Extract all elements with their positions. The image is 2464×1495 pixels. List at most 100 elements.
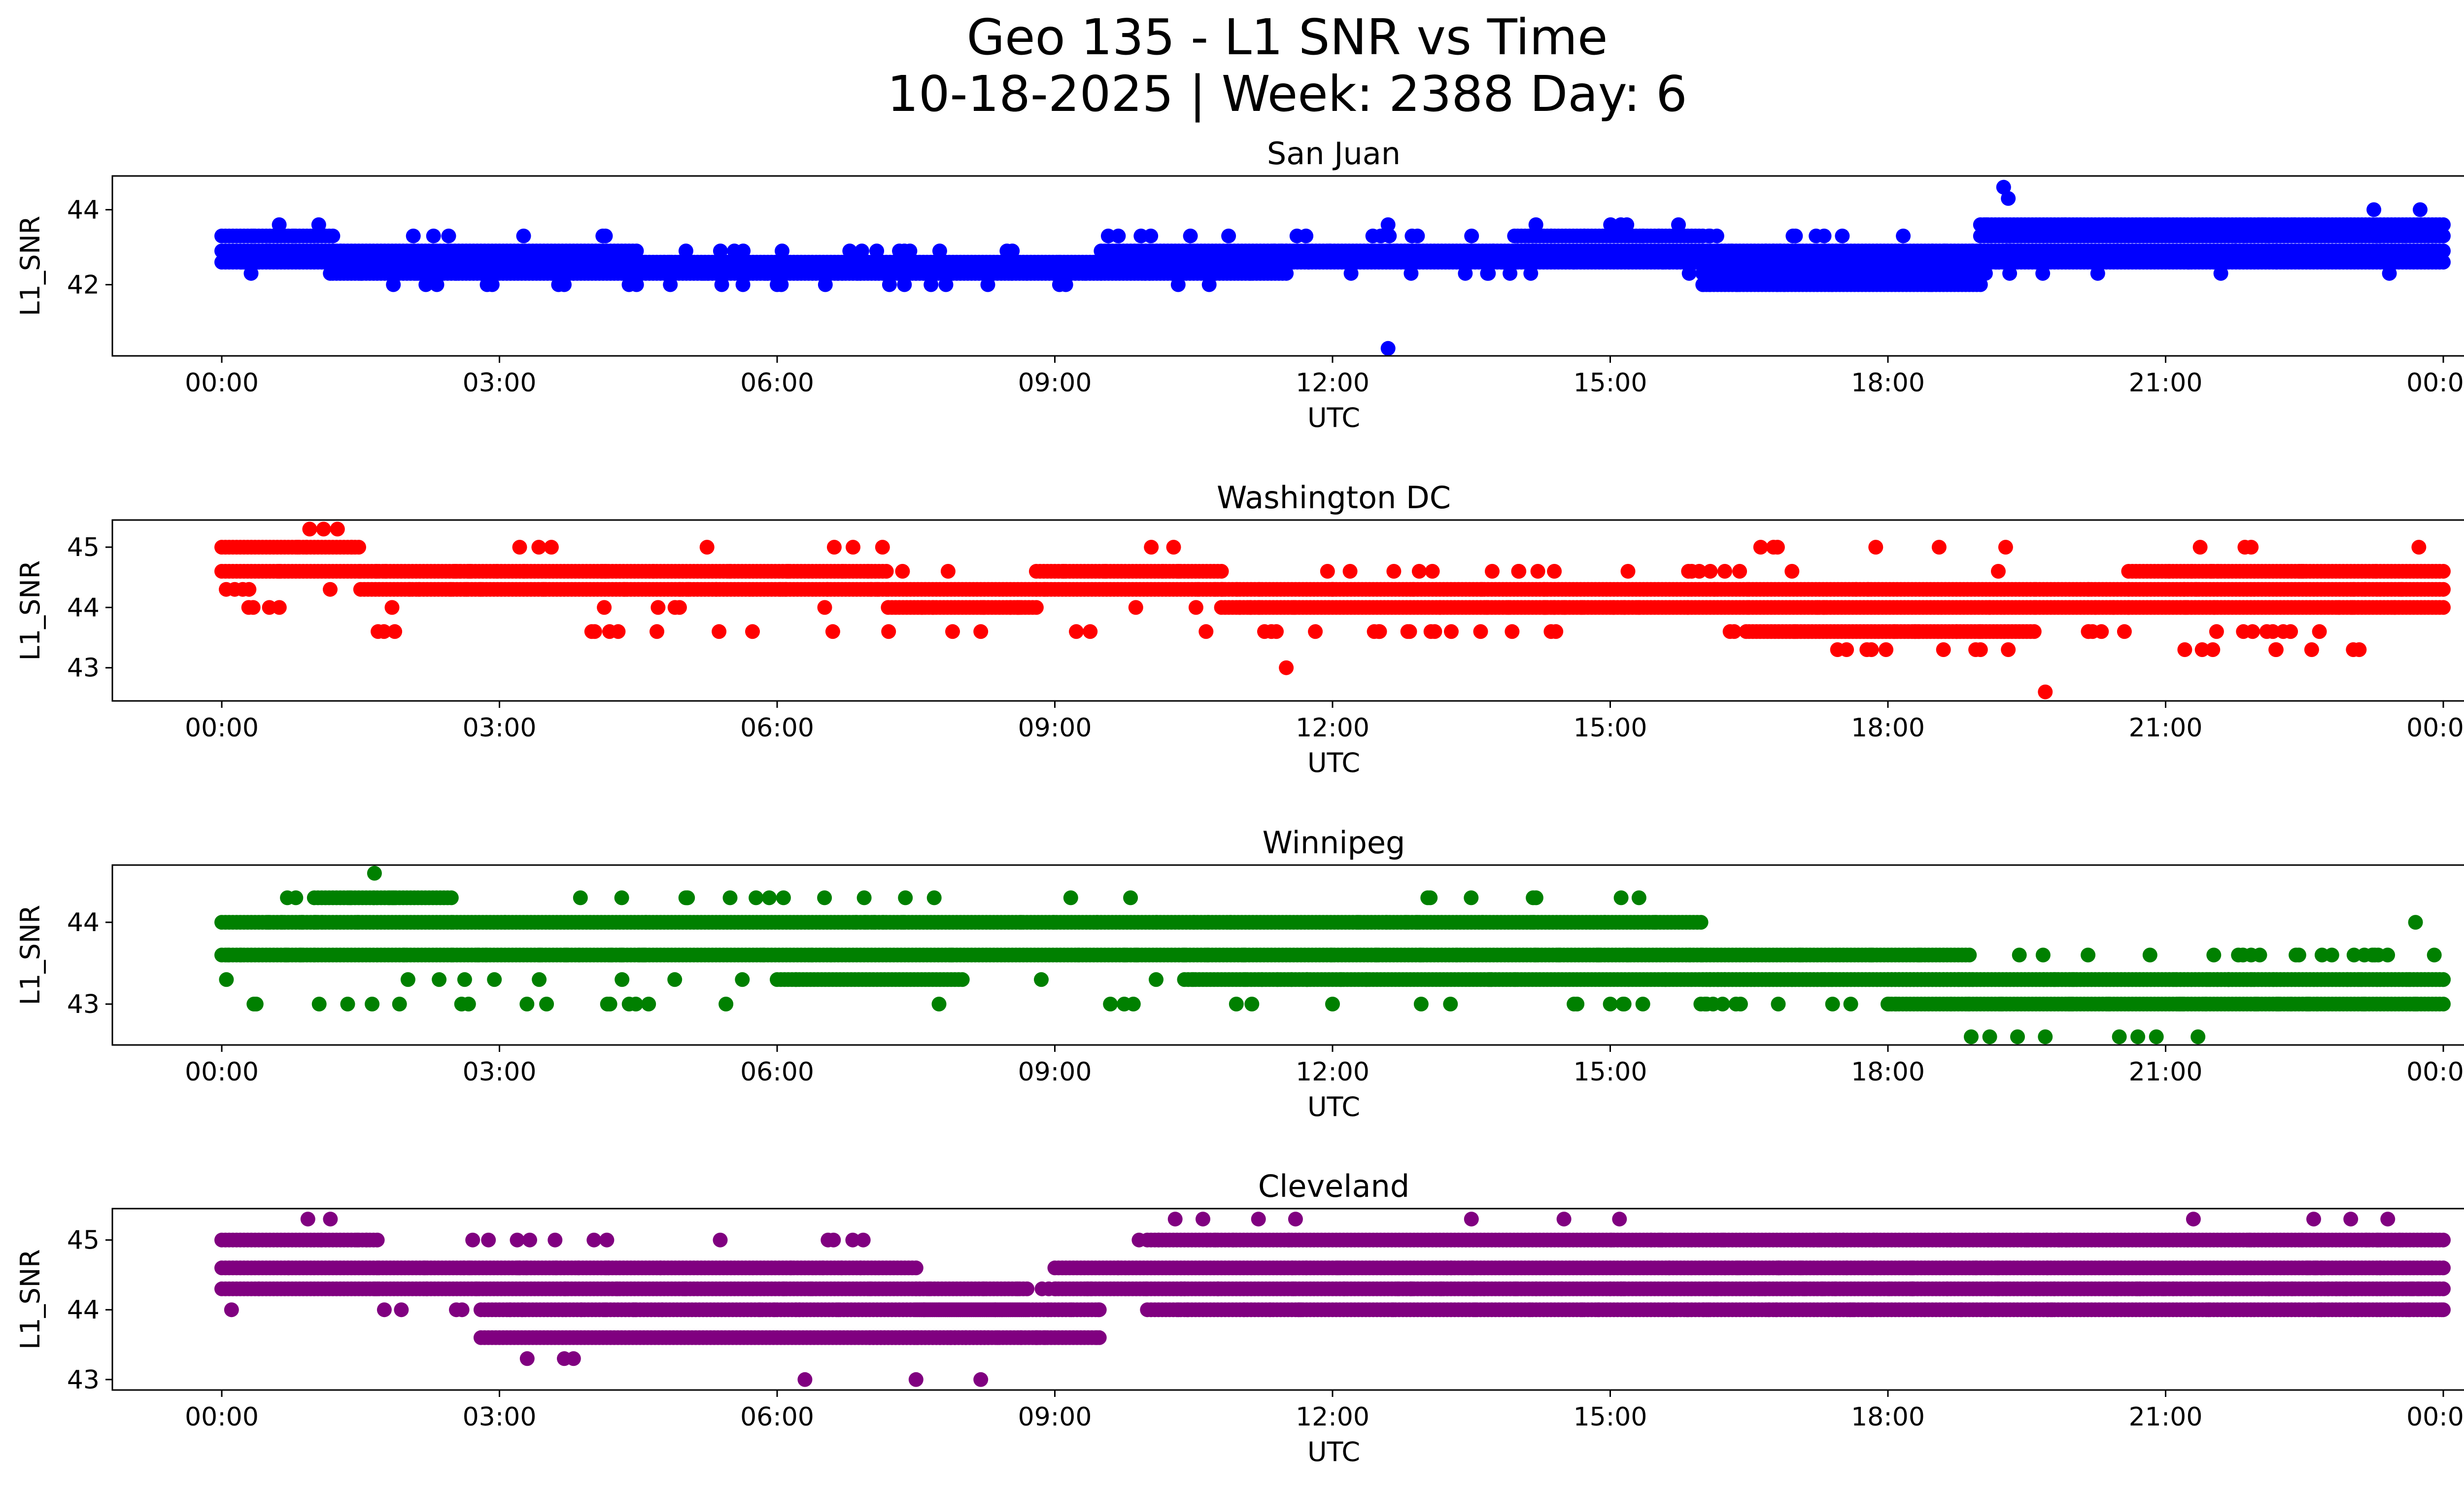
data-point <box>854 243 869 259</box>
data-point <box>2236 228 2252 243</box>
data-point <box>955 972 970 987</box>
data-point <box>1183 228 1198 243</box>
data-point <box>429 277 445 292</box>
data-point <box>441 228 456 243</box>
data-point <box>2436 582 2451 597</box>
data-point <box>1128 600 1143 615</box>
data-point <box>597 600 612 615</box>
data-point <box>323 582 338 597</box>
data-point <box>1479 600 1494 615</box>
data-point <box>2287 217 2302 232</box>
data-point <box>2376 243 2391 259</box>
data-point <box>1772 243 1787 259</box>
series-points <box>214 866 2451 1044</box>
data-point <box>1616 600 1632 615</box>
data-point <box>1232 600 1247 615</box>
data-point <box>1097 564 1113 579</box>
data-point <box>1111 228 1126 243</box>
data-point <box>2038 684 2053 699</box>
data-point <box>1188 600 1203 615</box>
data-point <box>473 582 488 597</box>
data-point <box>1511 564 1526 579</box>
data-point <box>459 582 474 597</box>
data-point <box>516 564 532 579</box>
data-point <box>629 243 644 259</box>
data-point <box>667 600 683 615</box>
data-point <box>1389 243 1404 259</box>
data-point <box>973 624 989 639</box>
data-point <box>1775 266 1790 281</box>
data-point <box>976 600 991 615</box>
data-point <box>354 266 369 281</box>
data-point <box>1681 266 1697 281</box>
data-point <box>1320 564 1335 579</box>
data-point <box>611 624 626 639</box>
data-point <box>1911 624 1926 639</box>
data-point <box>727 243 742 259</box>
data-point <box>1528 217 1543 232</box>
data-point <box>897 243 912 259</box>
y-tick-label: 42 <box>67 271 100 300</box>
data-point <box>262 600 277 615</box>
data-point <box>243 266 259 281</box>
data-point <box>344 540 359 555</box>
data-point <box>1170 277 1186 292</box>
data-point <box>323 266 338 281</box>
data-point <box>566 266 581 281</box>
data-point <box>2268 642 2284 657</box>
data-point <box>915 600 930 615</box>
data-point <box>1543 228 1559 243</box>
data-point <box>2346 582 2361 597</box>
data-point <box>1530 564 1545 579</box>
data-point <box>1839 266 1854 281</box>
data-point <box>260 243 275 259</box>
data-point <box>773 582 788 597</box>
data-point <box>1011 254 1027 270</box>
data-point <box>1190 582 1205 597</box>
data-point <box>2269 243 2284 259</box>
data-point <box>1505 624 1520 639</box>
data-point <box>1269 624 1284 639</box>
data-point <box>1580 243 1595 259</box>
y-tick-label: 45 <box>67 533 100 562</box>
data-point <box>621 277 637 292</box>
data-point <box>853 266 868 281</box>
data-point <box>938 277 954 292</box>
data-point <box>1830 254 1846 270</box>
data-point <box>1887 624 1902 639</box>
data-point <box>980 277 995 292</box>
data-point <box>478 254 493 270</box>
data-point <box>2181 254 2196 270</box>
data-point <box>2345 600 2360 615</box>
data-point <box>1777 277 1792 292</box>
data-point <box>650 624 664 639</box>
data-point <box>1473 624 1488 639</box>
data-point <box>2259 624 2274 639</box>
data-point <box>2161 564 2177 579</box>
data-point <box>2331 600 2346 615</box>
y-tick-label: 44 <box>67 195 100 225</box>
data-point <box>1423 624 1438 639</box>
data-point <box>2213 266 2228 281</box>
data-point <box>309 243 324 259</box>
data-point <box>1696 254 1711 270</box>
data-point <box>1861 582 1876 597</box>
data-point <box>311 217 326 232</box>
data-point <box>1739 624 1754 639</box>
x-tick-label: 18:00 <box>1851 713 1925 743</box>
data-point <box>1221 228 1236 243</box>
data-point <box>897 277 912 292</box>
data-point <box>637 254 652 270</box>
data-point <box>1411 564 1427 579</box>
data-point <box>1154 254 1169 270</box>
data-point <box>2244 540 2259 555</box>
data-point <box>2372 228 2387 243</box>
data-point <box>1996 179 2011 195</box>
axes-frame <box>111 175 2464 357</box>
data-point <box>2057 217 2073 232</box>
data-point <box>2283 624 2298 639</box>
data-point <box>1680 600 1695 615</box>
data-point <box>2436 254 2451 270</box>
data-point <box>1937 254 1952 270</box>
